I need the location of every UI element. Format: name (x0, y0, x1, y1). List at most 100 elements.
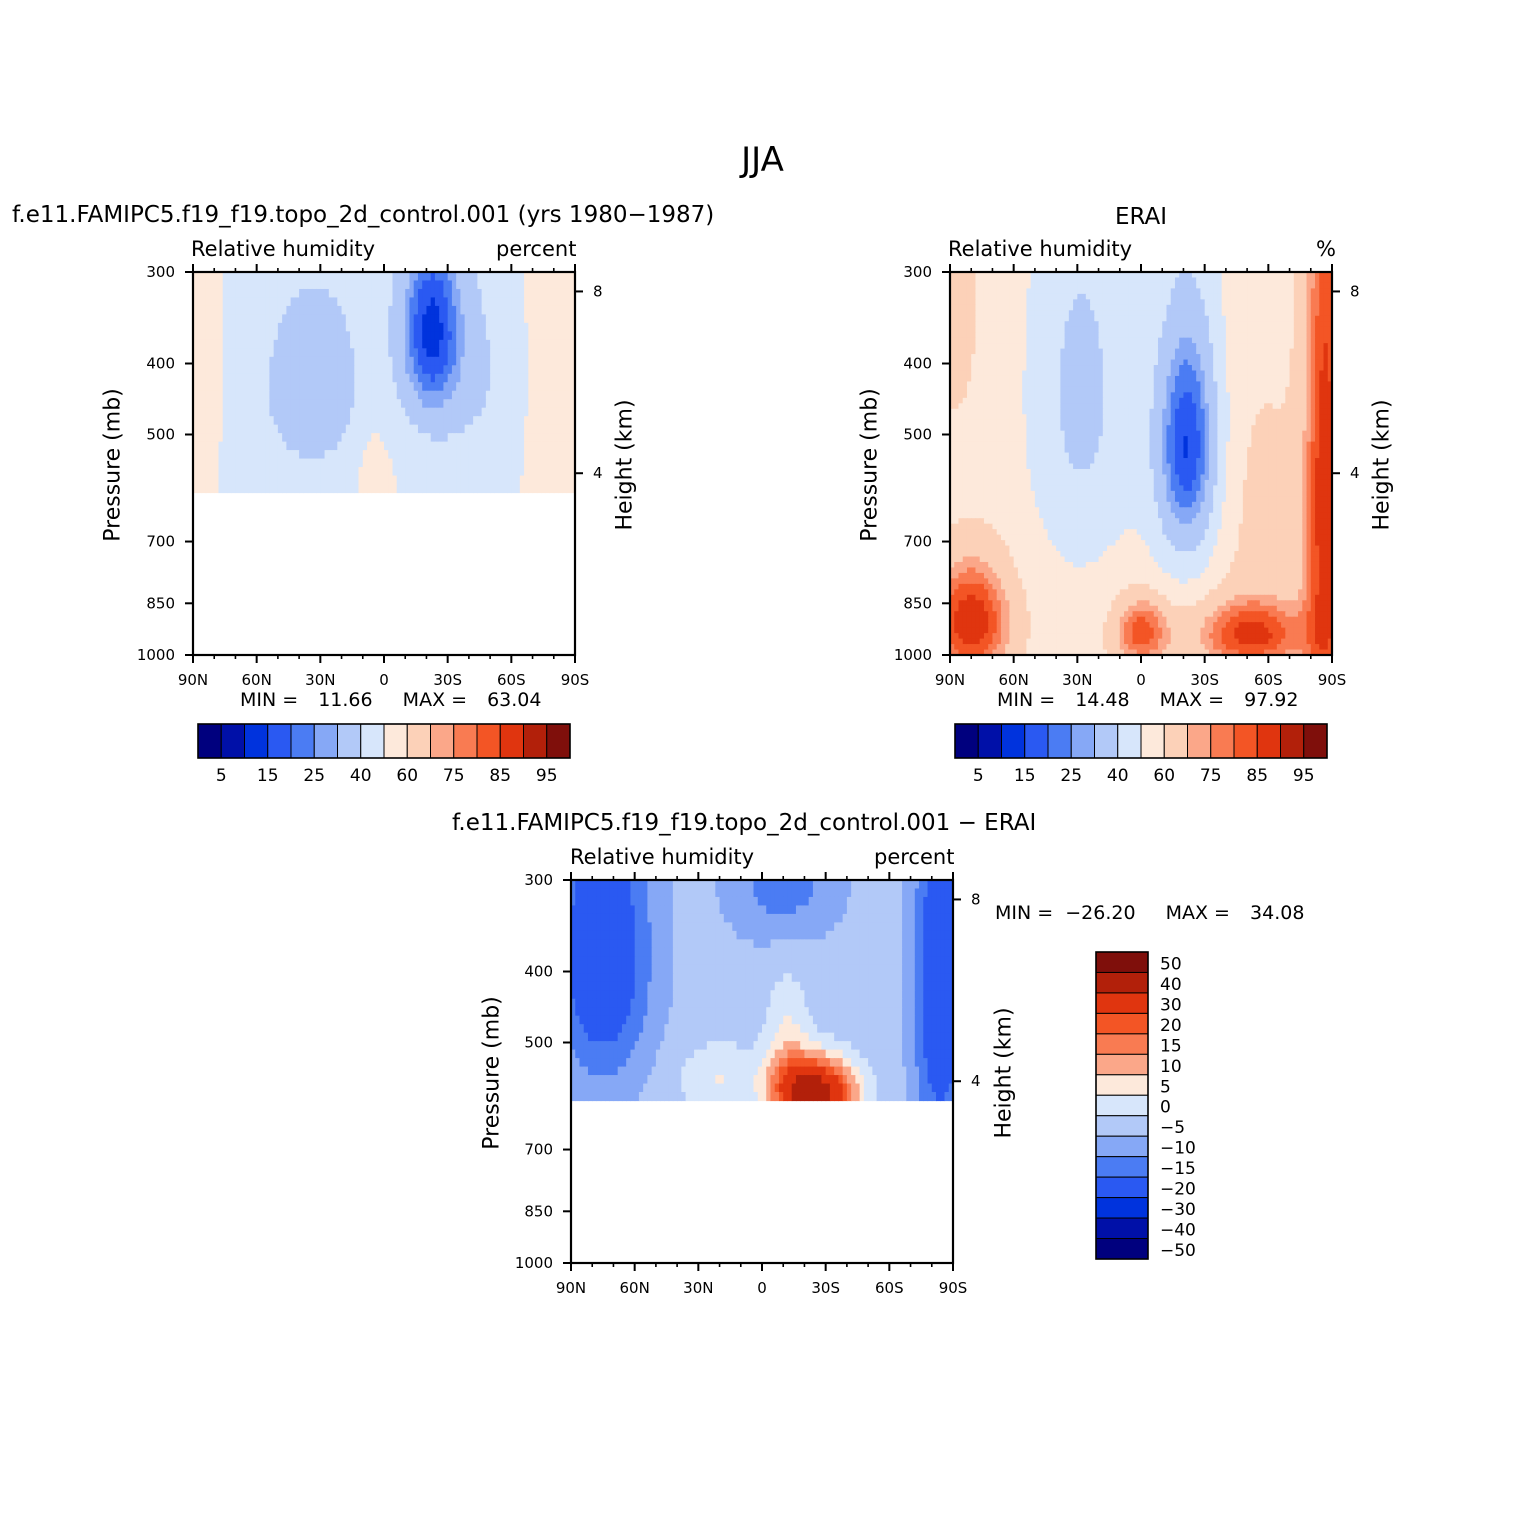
field-cell (1064, 299, 1070, 306)
field-cell (345, 407, 351, 417)
field-cell (1047, 425, 1053, 432)
field-cell (1230, 337, 1235, 344)
field-cell (345, 475, 351, 485)
field-cell (549, 475, 555, 485)
field-cell (1132, 272, 1138, 279)
field-cell (1179, 414, 1185, 421)
field-cell (1077, 408, 1083, 415)
field-cell (494, 475, 500, 485)
field-cell (417, 331, 423, 341)
field-cell (248, 365, 254, 375)
field-cell (1145, 337, 1151, 344)
field-cell (456, 288, 461, 299)
field-cell (367, 305, 372, 315)
field-cell (1289, 310, 1295, 317)
field-cell (1136, 354, 1142, 361)
field-cell (1094, 277, 1100, 284)
field-cell (1191, 419, 1197, 426)
field-cell (193, 407, 198, 417)
field-cell (958, 332, 964, 339)
field-cell (992, 348, 998, 355)
field-cell (1174, 375, 1180, 383)
field-cell (367, 297, 372, 307)
field-cell (248, 467, 254, 477)
field-cell (1026, 359, 1032, 366)
field-cell (1264, 386, 1269, 393)
left-label-model: Relative humidity (191, 237, 376, 261)
field-cell (252, 484, 258, 494)
field-cell (983, 414, 989, 421)
field-cell (1136, 381, 1142, 388)
field-cell (1000, 304, 1006, 311)
field-cell (235, 356, 241, 366)
field-cell (1298, 381, 1303, 388)
field-cell (1251, 321, 1257, 328)
field-cell (502, 331, 508, 341)
field-cell (1179, 348, 1185, 355)
field-cell (311, 305, 317, 315)
field-cell (294, 297, 300, 307)
field-cell (307, 305, 313, 315)
field-cell (460, 390, 466, 400)
field-cell (384, 272, 389, 282)
field-cell (341, 433, 347, 443)
field-cell (983, 293, 989, 300)
field-cell (1179, 354, 1185, 361)
field-cell (1251, 272, 1257, 279)
field-cell (460, 314, 466, 324)
field-cell (1174, 277, 1180, 284)
field-cell (307, 314, 313, 324)
field-cell (1077, 310, 1083, 317)
field-cell (1196, 365, 1202, 372)
field-cell (1208, 408, 1214, 415)
field-cell (570, 305, 576, 315)
field-cell (286, 280, 292, 290)
field-cell (996, 370, 1002, 377)
field-cell (1225, 337, 1231, 344)
field-cell (950, 310, 955, 317)
field-cell (1208, 392, 1214, 399)
field-cell (1128, 419, 1134, 426)
field-cell (1230, 288, 1235, 295)
field-cell (966, 359, 972, 366)
field-cell (1030, 381, 1036, 388)
field-cell (209, 484, 215, 494)
field-cell (1213, 282, 1218, 290)
field-cell (350, 373, 355, 383)
field-cell (1026, 272, 1032, 279)
field-cell (328, 297, 334, 307)
field-cell (371, 314, 377, 324)
field-cell (252, 382, 258, 392)
field-cell (1230, 408, 1235, 415)
field-cell (1000, 343, 1006, 350)
field-cell (1251, 370, 1257, 377)
field-cell (1145, 288, 1151, 295)
field-cell (1183, 348, 1189, 355)
field-cell (367, 450, 372, 460)
field-cell (1298, 277, 1303, 284)
field-cell (515, 382, 521, 392)
field-cell (1170, 419, 1176, 426)
field-cell (962, 299, 968, 306)
field-cell (1047, 288, 1053, 295)
field-cell (1107, 348, 1112, 355)
field-cell (273, 416, 279, 426)
field-cell (1111, 288, 1117, 295)
field-cell (1272, 332, 1278, 339)
field-cell (1310, 277, 1316, 284)
field-cell (1315, 370, 1320, 377)
field-cell (1013, 354, 1019, 361)
field-cell (1179, 370, 1185, 377)
field-cell (1293, 293, 1299, 300)
field-cell (371, 399, 377, 409)
field-cell (1051, 386, 1057, 393)
field-cell (536, 288, 542, 299)
field-cell (1102, 425, 1108, 432)
field-cell (413, 433, 419, 443)
field-cell (422, 365, 428, 375)
field-cell (570, 272, 576, 282)
field-cell (570, 365, 576, 375)
field-cell (443, 475, 449, 485)
field-cell (1170, 321, 1176, 328)
field-cell (1111, 414, 1117, 421)
